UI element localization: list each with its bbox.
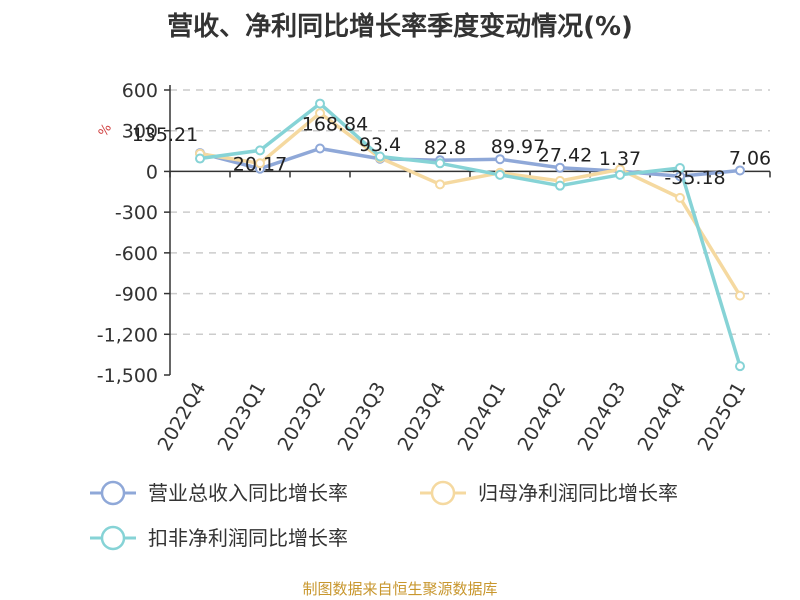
x-tick-label: 2024Q2	[514, 379, 571, 455]
grid-lines	[170, 89, 770, 336]
x-tick-label: 2025Q1	[694, 379, 751, 455]
series-points	[195, 98, 745, 372]
x-tick-label: 2023Q2	[274, 379, 331, 455]
legend-label: 归母净利润同比增长率	[478, 481, 678, 505]
data-label: 27.42	[538, 145, 592, 167]
x-tick-label: 2024Q1	[454, 379, 511, 455]
source-footer: 制图数据来自恒生聚源数据库	[302, 580, 498, 598]
data-label: 82.8	[424, 137, 466, 159]
data-label: 89.97	[491, 136, 545, 158]
series-point-2	[195, 153, 205, 164]
legend-label: 扣非净利润同比增长率	[148, 526, 348, 550]
x-tick-label: 2022Q4	[154, 379, 211, 455]
x-axis-ticks: 2022Q4 2023Q1 2023Q2 2023Q3 2023Q4 2024Q1 2024…	[154, 379, 751, 455]
data-label: 93.4	[359, 134, 401, 156]
y-tick-label: 600	[122, 80, 158, 102]
series-line-0	[199, 146, 741, 178]
y-tick-label: -1,200	[97, 324, 158, 346]
data-label: 20.17	[233, 154, 287, 176]
y-tick-label: -600	[115, 243, 158, 265]
series-point-2	[615, 169, 625, 180]
series-line-2	[199, 101, 742, 367]
chart-title: 营收、净利同比增长率季度变动情况(%)	[167, 12, 633, 42]
series-point-2	[315, 98, 325, 109]
y-axis-ticks: 600 300 0 -300 -600 -900 -1,200 -1,500	[97, 80, 170, 387]
legend-swatch-marker	[100, 525, 126, 551]
series-point-2	[675, 163, 685, 174]
series-point-2	[435, 158, 445, 169]
data-label: -35.18	[664, 167, 725, 189]
series-point-0	[735, 165, 745, 176]
x-tick-label: 2024Q4	[634, 379, 691, 455]
series-point-2	[255, 145, 265, 156]
data-label: 135.21	[132, 124, 198, 146]
series-point-1	[675, 192, 685, 203]
data-label: 1.37	[599, 148, 641, 170]
x-tick-label: 2023Q3	[334, 379, 391, 455]
series-point-2	[735, 361, 745, 372]
legend-swatch-marker	[430, 480, 456, 506]
axes	[169, 85, 771, 375]
data-label: 7.06	[729, 147, 771, 169]
series-point-1	[735, 290, 745, 301]
legend-swatch-marker	[100, 480, 126, 506]
series-lines	[199, 101, 742, 367]
series-point-2	[495, 169, 505, 180]
series-point-0	[555, 162, 565, 173]
y-tick-label: -300	[115, 202, 158, 224]
y-tick-label: 300	[122, 121, 158, 143]
series-point-1	[435, 179, 445, 190]
y-tick-label: -1,500	[97, 365, 158, 387]
data-label: 168.84	[302, 114, 368, 136]
series-line-1	[199, 111, 742, 297]
series-point-1	[315, 108, 325, 119]
x-tick-label: 2024Q3	[574, 379, 631, 455]
y-unit-label: %	[96, 121, 115, 139]
series-point-2	[555, 180, 565, 191]
series-point-0	[315, 143, 325, 154]
x-tick-label: 2023Q4	[394, 379, 451, 455]
series-point-2	[375, 151, 385, 162]
y-tick-label: 0	[146, 161, 158, 183]
series-point-1	[255, 158, 265, 169]
series-point-0	[495, 154, 505, 165]
y-tick-label: -900	[115, 284, 158, 306]
legend-label: 营业总收入同比增长率	[148, 481, 348, 505]
x-tick-label: 2023Q1	[214, 379, 271, 455]
